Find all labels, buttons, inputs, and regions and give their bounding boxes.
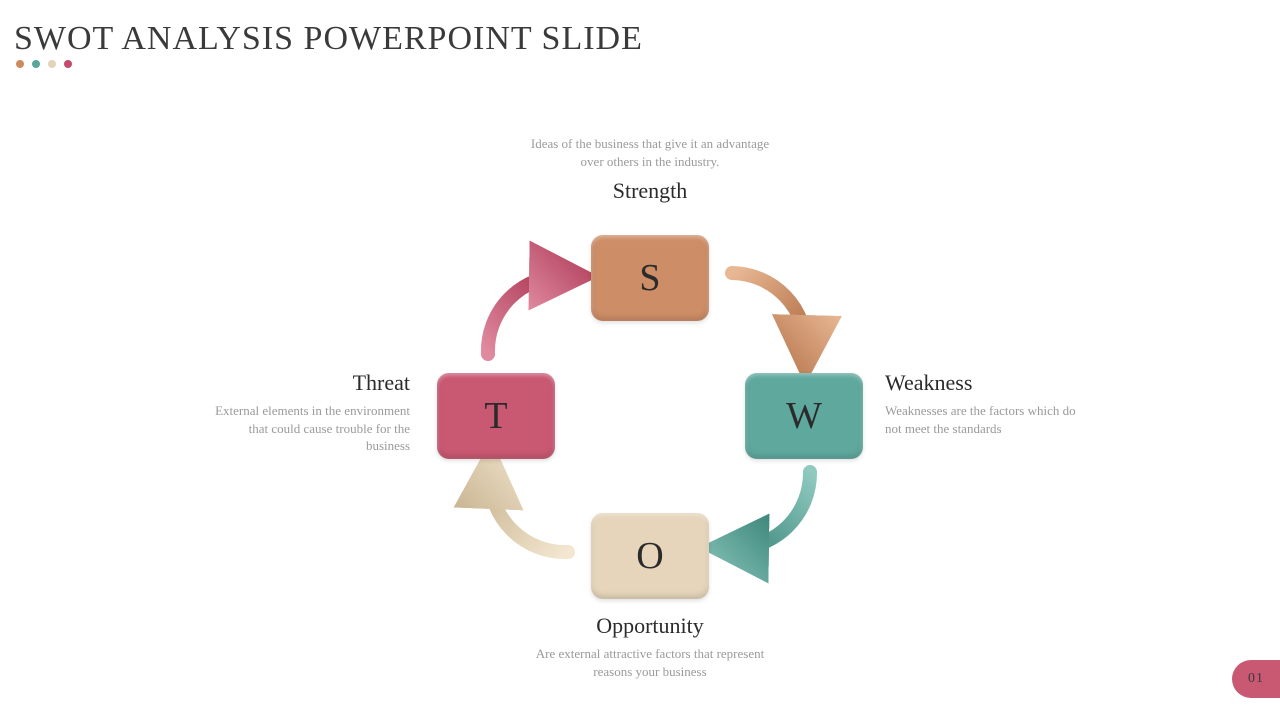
label-threat: Threat External elements in the environm… (210, 370, 410, 455)
node-opportunity-letter: O (636, 534, 663, 578)
label-strength: Ideas of the business that give it an ad… (530, 135, 770, 210)
arrow-o-to-t (460, 460, 580, 580)
node-strength-letter: S (639, 256, 660, 300)
node-threat: T (437, 373, 555, 459)
node-weakness: W (745, 373, 863, 459)
node-strength: S (591, 235, 709, 321)
swot-cycle-diagram: S W O T Ideas of the business that give … (0, 0, 1280, 720)
node-opportunity: O (591, 513, 709, 599)
page-number-badge: 01 (1232, 660, 1280, 698)
arrow-s-to-w (720, 255, 840, 375)
label-opportunity-title: Opportunity (530, 613, 770, 639)
page-number: 01 (1248, 671, 1264, 687)
node-weakness-letter: W (786, 394, 822, 438)
arrow-t-to-s (460, 250, 580, 370)
label-opportunity-desc: Are external attractive factors that rep… (530, 645, 770, 680)
label-strength-desc: Ideas of the business that give it an ad… (530, 135, 770, 170)
arrow-w-to-o (720, 460, 840, 580)
label-threat-title: Threat (210, 370, 410, 396)
label-weakness: Weakness Weaknesses are the factors whic… (885, 370, 1085, 437)
label-weakness-title: Weakness (885, 370, 1085, 396)
label-weakness-desc: Weaknesses are the factors which do not … (885, 402, 1085, 437)
label-strength-title: Strength (530, 178, 770, 204)
label-opportunity: Opportunity Are external attractive fact… (530, 613, 770, 680)
label-threat-desc: External elements in the environment tha… (210, 402, 410, 455)
node-threat-letter: T (484, 394, 507, 438)
